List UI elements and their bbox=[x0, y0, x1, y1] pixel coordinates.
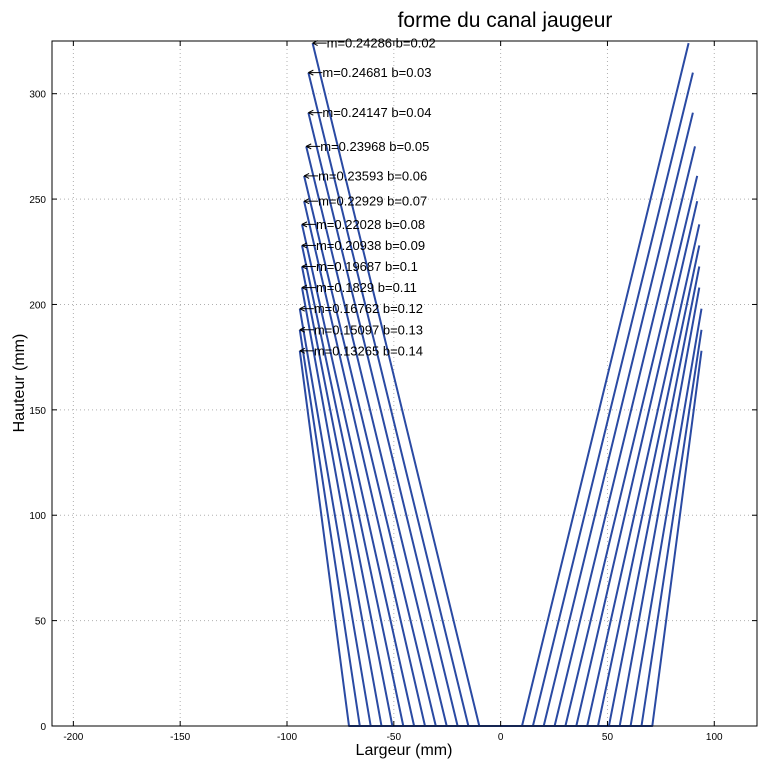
x-tick-label: 100 bbox=[706, 732, 723, 743]
annotation-arrowhead bbox=[308, 109, 314, 116]
annotation-label: m=0.23968 b=0.05 bbox=[320, 139, 429, 154]
annotation-arrowhead bbox=[308, 69, 314, 76]
annotation-label: m=0.1829 b=0.11 bbox=[316, 280, 417, 295]
y-tick-label: 0 bbox=[40, 722, 46, 733]
annotation-label: m=0.19687 b=0.1 bbox=[316, 259, 418, 274]
annotation-label: m=0.24147 b=0.04 bbox=[322, 105, 431, 120]
annotation-arrowhead bbox=[299, 305, 306, 312]
annotation-label: m=0.20938 b=0.09 bbox=[316, 238, 425, 253]
x-tick-label: -100 bbox=[277, 732, 297, 743]
y-axis-label: Hauteur (mm) bbox=[11, 334, 28, 433]
y-tick-label: 150 bbox=[29, 406, 46, 417]
plot-frame bbox=[51, 40, 758, 727]
annotation-label: m=0.13265 b=0.14 bbox=[314, 343, 423, 358]
x-tick-label: -150 bbox=[170, 732, 190, 743]
y-tick-label: 100 bbox=[29, 511, 46, 522]
series-line bbox=[301, 224, 701, 727]
x-tick-label: 50 bbox=[602, 732, 614, 743]
x-tick-label: -50 bbox=[387, 732, 402, 743]
annotation-arrowhead bbox=[301, 242, 308, 249]
annotation-arrowhead bbox=[301, 284, 308, 291]
annotation-label: m=0.24681 b=0.03 bbox=[322, 65, 431, 80]
y-tick-label: 300 bbox=[29, 90, 46, 101]
annotation-label: m=0.16762 b=0.12 bbox=[314, 301, 423, 316]
annotation-arrowhead bbox=[301, 263, 308, 270]
y-tick-label: 50 bbox=[35, 617, 47, 628]
annotation-arrowhead bbox=[306, 143, 312, 150]
annotations: m=0.24286 b=0.02 m=0.24681 b=0.03 m=0.2414… bbox=[299, 36, 436, 358]
annotation-label: m=0.22929 b=0.07 bbox=[318, 194, 427, 209]
annotation-label: m=0.15097 b=0.13 bbox=[314, 322, 423, 337]
annotation-arrowhead bbox=[299, 347, 306, 354]
annotation-label: m=0.22028 b=0.08 bbox=[316, 217, 425, 232]
annotation-label: m=0.24286 b=0.02 bbox=[327, 36, 436, 51]
x-tick-label: -200 bbox=[63, 732, 83, 743]
annotation-arrowhead bbox=[303, 198, 310, 205]
annotation-arrowhead bbox=[299, 326, 306, 333]
x-axis-label: Largeur (mm) bbox=[356, 742, 453, 759]
annotation-label: m=0.23593 b=0.06 bbox=[318, 168, 427, 183]
axis-ticks: -200 -150 -100 -50 0 50 100 0 50 100 150 200 250 300 bbox=[29, 41, 757, 743]
annotation-arrowhead bbox=[303, 172, 310, 179]
chart-title: forme du canal jaugeur bbox=[398, 9, 613, 32]
y-tick-label: 200 bbox=[29, 300, 46, 311]
x-tick-label: 0 bbox=[498, 732, 504, 743]
y-tick-label: 250 bbox=[29, 195, 46, 206]
annotation-arrowhead bbox=[301, 221, 308, 228]
